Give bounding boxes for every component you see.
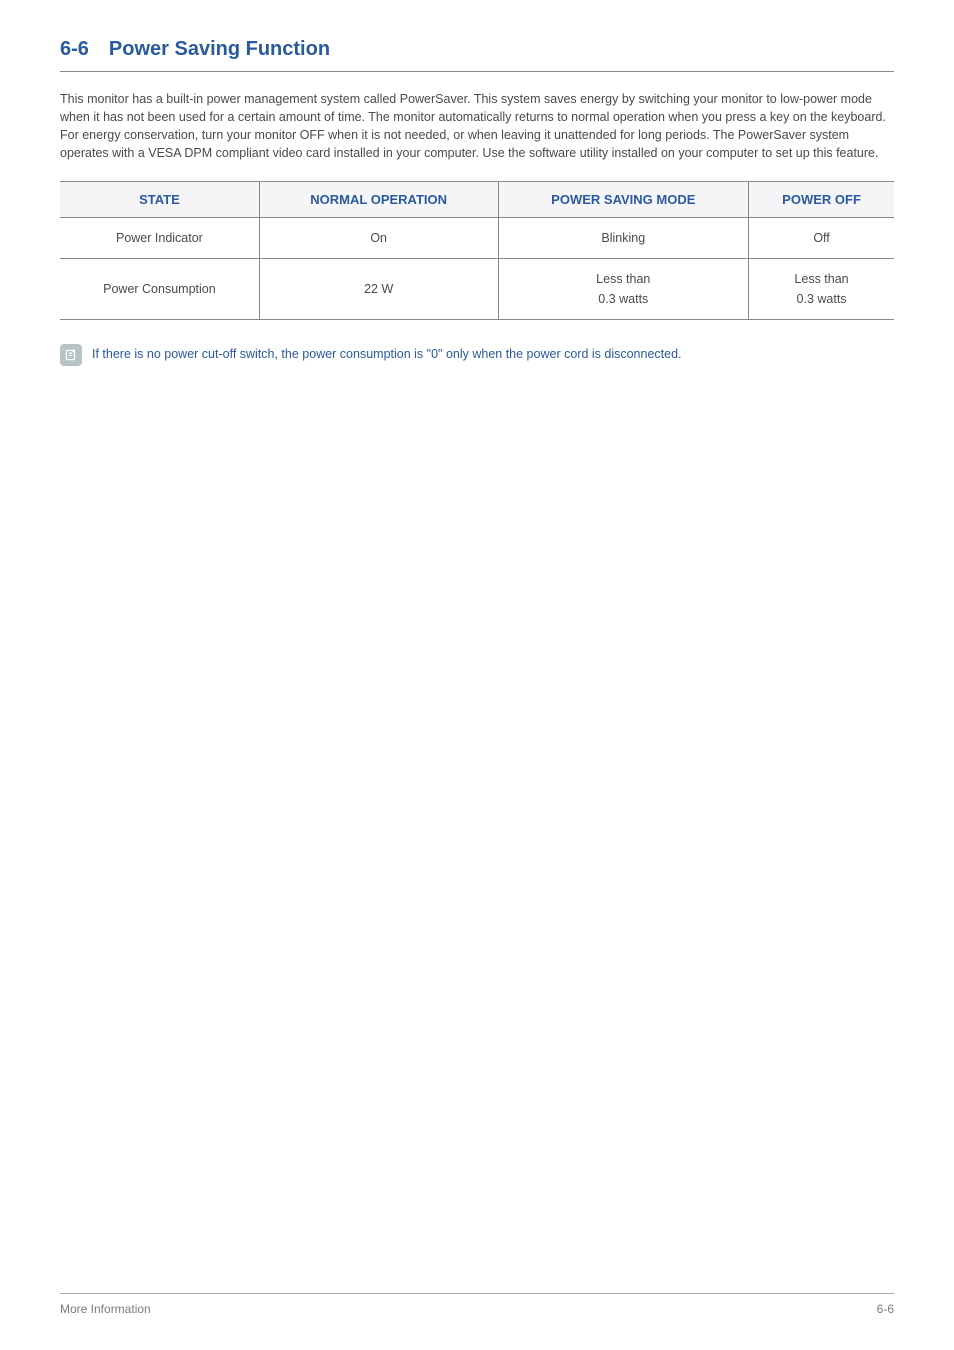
cell: Power Indicator (60, 217, 259, 258)
table-row: Power Consumption 22 W Less than0.3 watt… (60, 258, 894, 319)
cell: On (259, 217, 498, 258)
power-saving-table: STATE NORMAL OPERATION POWER SAVING MODE… (60, 181, 894, 320)
note-icon (60, 344, 82, 366)
col-normal-operation: NORMAL OPERATION (259, 181, 498, 217)
page-footer: More Information 6-6 (60, 1293, 894, 1316)
section-number: 6-6 (60, 38, 89, 60)
intro-paragraph: This monitor has a built-in power manage… (60, 90, 894, 163)
footer-right: 6-6 (877, 1302, 894, 1316)
col-state: STATE (60, 181, 259, 217)
cell: Less than0.3 watts (498, 258, 749, 319)
cell: Off (749, 217, 894, 258)
cell: 22 W (259, 258, 498, 319)
col-power-saving-mode: POWER SAVING MODE (498, 181, 749, 217)
cell: Blinking (498, 217, 749, 258)
table-row: Power Indicator On Blinking Off (60, 217, 894, 258)
section-heading: 6-6 Power Saving Function (60, 38, 894, 72)
cell: Less than0.3 watts (749, 258, 894, 319)
footer-left: More Information (60, 1302, 151, 1316)
note-text: If there is no power cut-off switch, the… (92, 344, 682, 361)
note: If there is no power cut-off switch, the… (60, 344, 894, 366)
section-title: Power Saving Function (109, 38, 330, 60)
col-power-off: POWER OFF (749, 181, 894, 217)
table-header-row: STATE NORMAL OPERATION POWER SAVING MODE… (60, 181, 894, 217)
page-content: 6-6 Power Saving Function This monitor ha… (0, 0, 954, 366)
cell: Power Consumption (60, 258, 259, 319)
